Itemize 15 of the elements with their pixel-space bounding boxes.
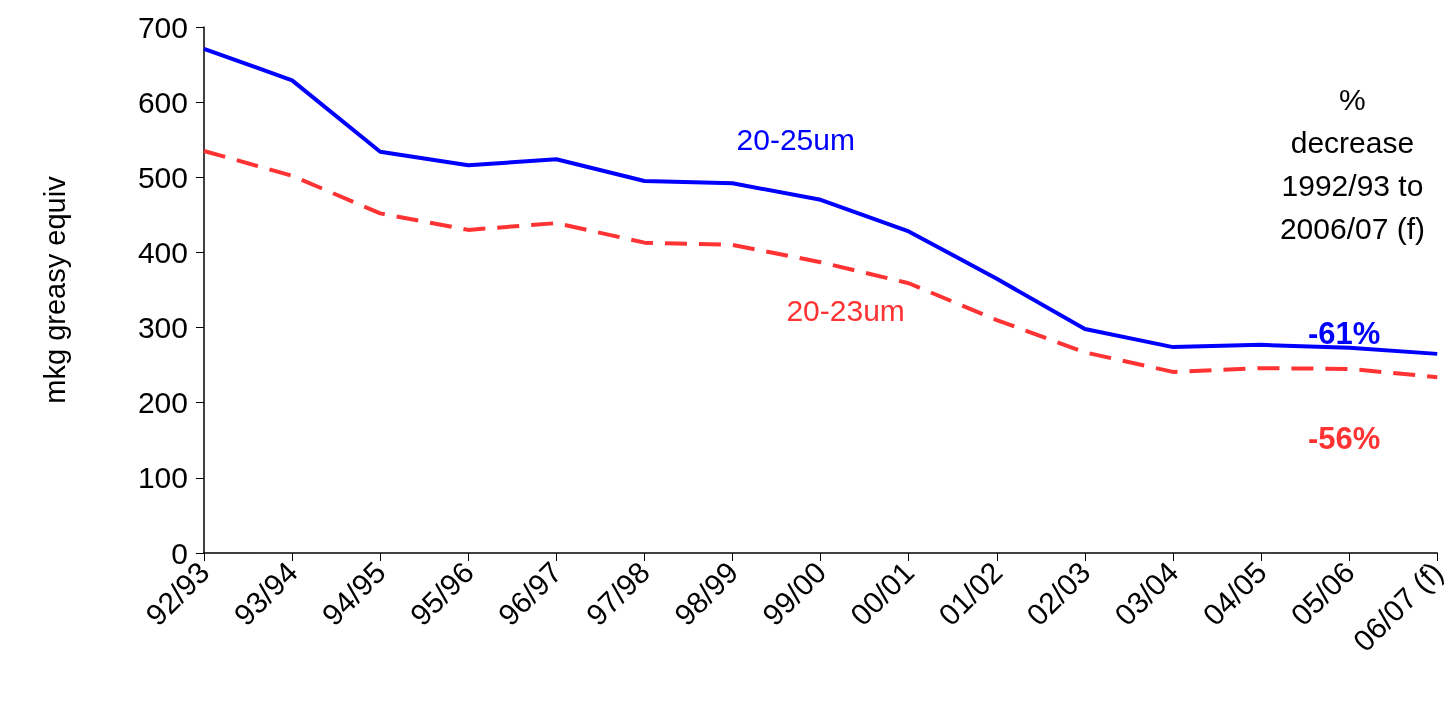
y-tick-label: 0 [171, 536, 188, 570]
y-tick-label: 200 [137, 386, 188, 420]
y-tick-label: 500 [137, 160, 188, 194]
annotation: -56% [1307, 421, 1381, 457]
series-label: 20-23um [786, 293, 905, 327]
y-tick-label: 700 [137, 10, 188, 44]
line-series [202, 46, 1440, 356]
annotation: % decrease 1992/93 to 2006/07 (f) [1279, 83, 1425, 245]
y-tick-label: 400 [137, 235, 188, 269]
y-axis-title: mkg greasy equiv [38, 175, 71, 404]
annotation: -61% [1307, 316, 1381, 352]
series-label: 20-25um [736, 122, 855, 156]
y-tick-label: 300 [137, 311, 188, 345]
y-tick-label: 600 [137, 85, 188, 119]
y-tick-label: 100 [137, 461, 188, 495]
